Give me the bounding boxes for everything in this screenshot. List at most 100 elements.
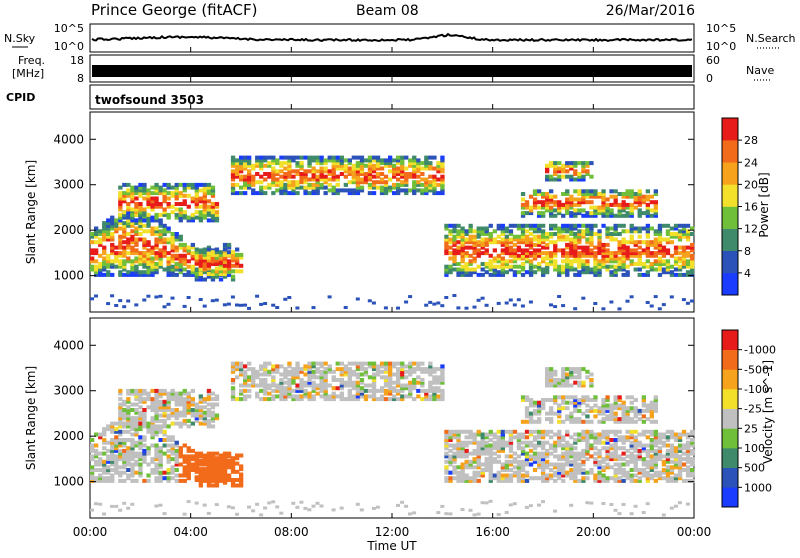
range-gate-cell xyxy=(597,194,602,199)
colorbar-tick-label: 28 xyxy=(744,134,758,147)
range-gate-cell xyxy=(122,251,127,256)
range-gate-cell xyxy=(315,386,320,391)
range-gate-cell xyxy=(371,383,377,388)
range-gate-cell xyxy=(383,375,389,380)
range-gate-cell xyxy=(645,473,650,478)
range-gate-cell xyxy=(106,272,111,277)
range-gate-cell xyxy=(581,296,586,300)
range-gate-cell xyxy=(673,256,679,261)
range-gate-cell xyxy=(500,251,505,256)
range-gate-cell xyxy=(585,163,590,168)
range-gate-cell xyxy=(573,403,578,408)
range-gate-cell xyxy=(162,429,167,434)
range-gate-cell xyxy=(508,245,514,250)
range-gate-cell xyxy=(303,367,308,372)
range-gate-cell xyxy=(573,468,578,472)
range-gate-cell xyxy=(138,182,143,187)
range-gate-cell xyxy=(214,397,220,402)
range-gate-cell xyxy=(641,446,646,451)
range-gate-cell xyxy=(573,240,578,245)
range-gate-cell xyxy=(553,242,558,247)
range-gate-cell xyxy=(464,440,469,445)
range-gate-cell xyxy=(460,465,465,470)
range-gate-cell xyxy=(142,448,147,453)
range-gate-cell xyxy=(106,256,111,261)
range-gate-cell xyxy=(476,462,481,467)
range-gate-cell xyxy=(355,397,361,402)
range-gate-cell xyxy=(561,419,566,424)
range-gate-cell xyxy=(456,435,461,440)
range-gate-cell xyxy=(202,416,207,421)
range-gate-cell xyxy=(621,223,626,228)
range-gate-cell xyxy=(122,272,127,277)
range-gate-cell xyxy=(307,182,312,187)
range-gate-cell xyxy=(436,163,441,168)
range-gate-cell xyxy=(367,185,373,190)
range-gate-cell xyxy=(690,253,695,258)
range-gate-cell xyxy=(114,253,119,258)
range-gate-cell xyxy=(649,454,654,459)
range-gate-cell xyxy=(629,406,634,411)
range-gate-cell xyxy=(537,229,542,234)
range-gate-cell xyxy=(577,470,582,475)
range-gate-cell xyxy=(577,240,582,245)
range-gate-cell xyxy=(371,185,377,190)
range-gate-cell xyxy=(134,207,139,212)
range-gate-cell xyxy=(516,234,522,239)
range-gate-cell xyxy=(645,435,650,440)
range-gate-cell xyxy=(359,188,365,193)
range-gate-cell xyxy=(114,446,119,451)
range-gate-cell xyxy=(251,177,256,182)
range-gate-cell xyxy=(118,451,123,456)
range-gate-cell xyxy=(259,378,264,382)
range-gate-cell xyxy=(565,242,570,247)
range-gate-cell xyxy=(645,211,650,216)
range-gate-cell xyxy=(355,180,361,185)
range-gate-cell xyxy=(396,375,401,380)
range-gate-cell xyxy=(436,397,441,402)
range-gate-cell xyxy=(251,182,256,187)
range-gate-cell xyxy=(593,440,598,445)
range-gate-cell xyxy=(279,386,284,391)
range-gate-cell xyxy=(444,454,449,459)
range-gate-cell xyxy=(118,299,123,303)
range-gate-cell xyxy=(194,456,199,461)
range-gate-cell xyxy=(351,383,356,388)
range-gate-cell xyxy=(625,473,630,478)
range-gate-cell xyxy=(106,440,111,445)
range-gate-cell xyxy=(134,416,139,421)
range-gate-cell xyxy=(561,192,566,196)
range-gate-cell xyxy=(577,189,582,194)
range-gate-cell xyxy=(146,251,151,256)
range-gate-cell xyxy=(484,242,489,247)
range-gate-cell xyxy=(174,272,179,277)
range-gate-cell xyxy=(174,462,179,467)
range-gate-cell xyxy=(524,240,530,245)
range-gate-cell xyxy=(621,419,626,424)
range-gate-cell xyxy=(545,232,550,236)
range-gate-cell xyxy=(597,264,602,269)
range-gate-cell xyxy=(110,245,115,250)
range-gate-cell xyxy=(577,264,582,269)
range-gate-cell xyxy=(589,232,594,236)
colorbar-tick-label: 12 xyxy=(744,223,758,236)
range-gate-cell xyxy=(283,388,288,393)
range-gate-cell xyxy=(581,448,586,453)
range-gate-cell xyxy=(528,403,534,408)
range-gate-cell xyxy=(267,163,272,168)
range-gate-cell xyxy=(130,478,135,483)
range-gate-cell xyxy=(126,210,131,215)
range-gate-cell xyxy=(645,240,650,245)
range-gate-cell xyxy=(412,169,417,174)
range-gate-cell xyxy=(621,440,626,445)
range-gate-cell xyxy=(657,470,663,475)
range-gate-cell xyxy=(601,245,606,250)
range-gate-cell xyxy=(146,229,151,234)
freq-right-tick-bottom: 0 xyxy=(706,72,713,85)
range-gate-cell xyxy=(649,440,654,445)
range-gate-cell xyxy=(182,253,187,258)
range-gate-cell xyxy=(541,454,546,459)
range-gate-cell xyxy=(577,468,582,472)
range-gate-cell xyxy=(255,163,260,168)
